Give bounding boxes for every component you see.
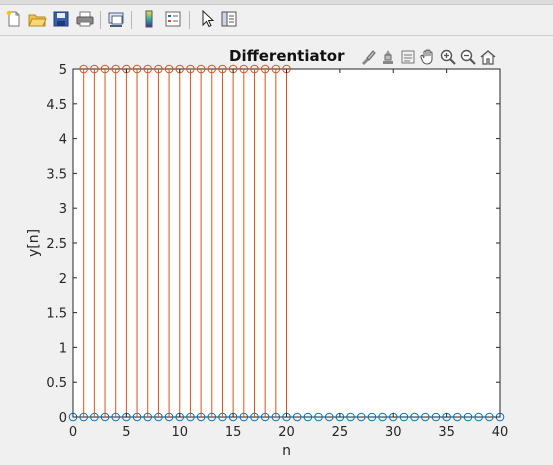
stem-marker <box>474 412 483 422</box>
x-tick-label: 25 <box>332 425 349 440</box>
stem-marker <box>164 64 174 74</box>
stem-marker <box>143 64 153 74</box>
print-icon[interactable] <box>75 9 95 29</box>
data-tips-icon[interactable] <box>379 48 397 66</box>
y-tick-label: 4 <box>59 133 67 148</box>
x-tick-label: 15 <box>225 425 242 440</box>
link-plot-icon[interactable] <box>106 9 126 29</box>
y-tick-label: 3 <box>59 202 67 217</box>
pan-hand-icon[interactable] <box>419 48 437 66</box>
stem-marker <box>239 64 249 74</box>
x-tick-label: 10 <box>171 425 188 440</box>
stem-marker <box>367 412 377 422</box>
x-tick-label: 35 <box>438 425 455 440</box>
stem-marker <box>207 64 217 74</box>
figure-toolbar <box>0 5 553 36</box>
rotate-icon[interactable] <box>399 48 417 66</box>
stem-marker <box>271 64 281 74</box>
zoom-in-icon[interactable] <box>439 48 457 66</box>
toolbar-separator <box>100 11 101 29</box>
stem-marker <box>485 412 494 422</box>
stem-marker <box>410 412 419 422</box>
stem-marker <box>356 412 366 422</box>
x-axis-label: n <box>282 443 291 459</box>
y-axis-label: y[n] <box>26 229 42 257</box>
y-tick-label: 0 <box>59 411 67 426</box>
stem-marker <box>250 64 259 74</box>
stem-marker <box>154 64 163 74</box>
stem-marker <box>132 64 142 74</box>
stem-marker <box>79 64 88 74</box>
y-tick-label: 1 <box>59 341 67 356</box>
x-tick-label: 5 <box>122 425 130 440</box>
stem-marker <box>420 412 430 422</box>
stem-marker <box>218 64 227 74</box>
stem-marker <box>346 412 355 422</box>
stem-marker <box>186 64 195 74</box>
legend-icon[interactable] <box>163 9 183 29</box>
stem-marker <box>111 64 120 74</box>
x-tick-label: 20 <box>278 425 295 440</box>
colorbar-icon[interactable] <box>139 9 159 29</box>
stem-marker <box>260 64 270 74</box>
toolbar-separator <box>131 11 132 29</box>
y-tick-label: 2 <box>59 272 67 287</box>
stem-marker <box>303 412 313 422</box>
x-tick-label: 0 <box>69 425 77 440</box>
zoom-out-icon[interactable] <box>459 48 477 66</box>
x-tick-label: 40 <box>492 425 509 440</box>
y-tick-label: 0.5 <box>46 376 67 391</box>
stem-marker <box>378 412 387 422</box>
save-icon[interactable] <box>51 9 71 29</box>
stem-marker <box>399 412 409 422</box>
y-tick-label: 5 <box>59 63 67 78</box>
stem-marker <box>431 412 441 422</box>
window-top-edge <box>0 0 553 5</box>
toolbar-separator <box>189 11 190 29</box>
stem-marker <box>314 412 323 422</box>
new-figure-icon[interactable] <box>4 9 24 29</box>
y-tick-label: 4.5 <box>46 98 67 113</box>
stem-marker <box>463 412 473 422</box>
brush-icon[interactable] <box>359 48 377 66</box>
stem-marker <box>324 412 334 422</box>
stem-marker <box>453 412 462 422</box>
y-tick-label: 3.5 <box>46 167 67 182</box>
property-editor-icon[interactable] <box>219 9 239 29</box>
stem-marker <box>292 412 302 422</box>
chart-title: Differentiator <box>229 47 345 65</box>
figure-area: 0 5 10 15 20 25 30 35 40 0 0.5 1 1.5 2 2.5 3 3.5 4 4.5 5 n … <box>0 36 553 465</box>
y-tick-label: 2.5 <box>46 237 67 252</box>
home-icon[interactable] <box>479 48 497 66</box>
open-file-icon[interactable] <box>27 9 47 29</box>
stem-marker <box>90 64 99 74</box>
x-tick-label: 30 <box>385 425 402 440</box>
pointer-icon[interactable] <box>197 9 217 29</box>
y-tick-label: 1.5 <box>46 307 67 322</box>
stem-marker <box>196 64 206 74</box>
stem-marker <box>100 64 110 74</box>
